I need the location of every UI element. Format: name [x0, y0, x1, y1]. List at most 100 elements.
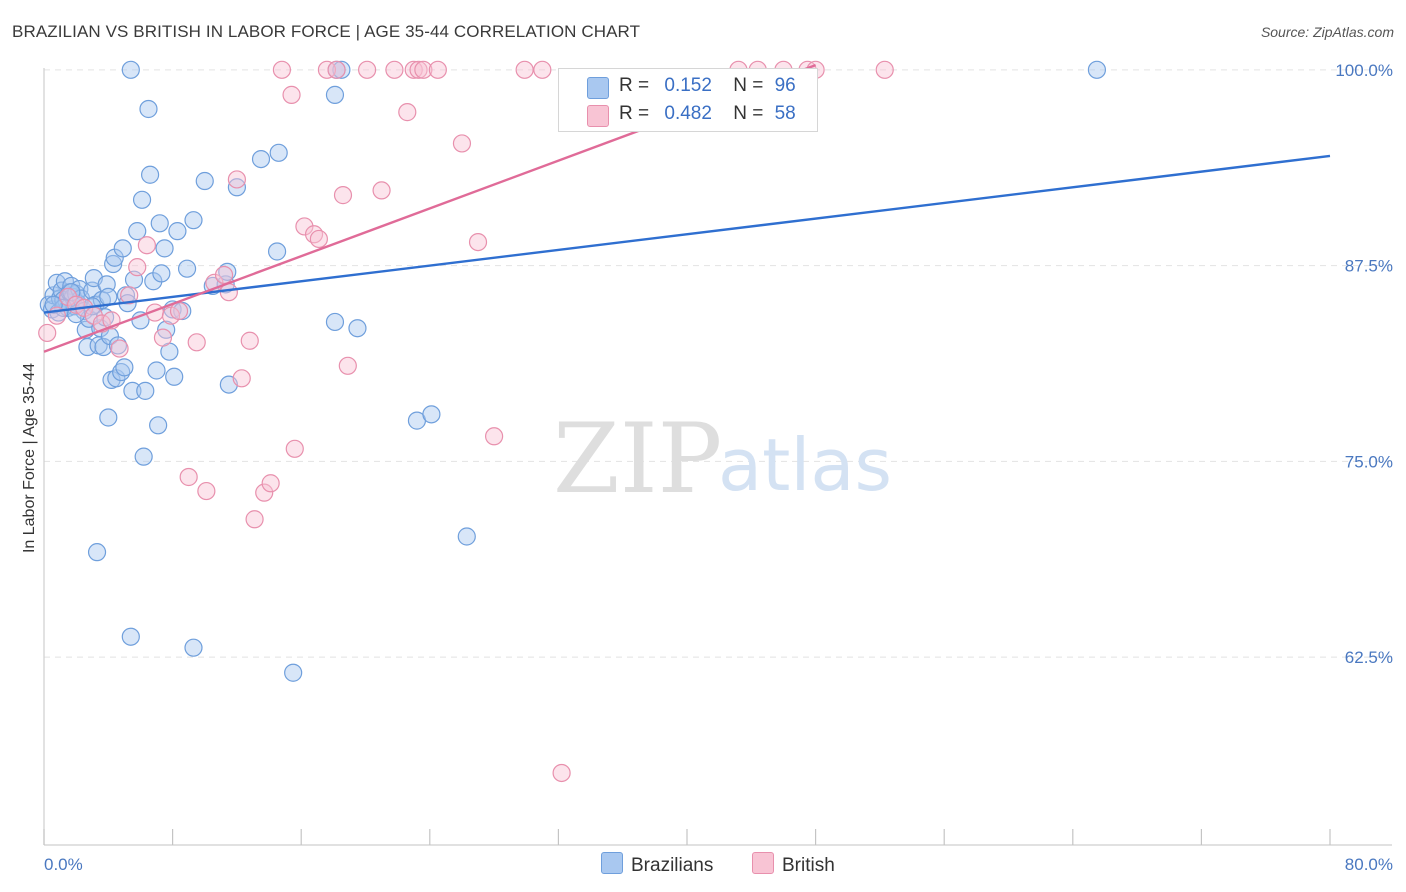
data-point [195, 171, 214, 191]
y-tick-label: 75.0% [1345, 452, 1393, 471]
data-point [132, 190, 152, 209]
watermark: ZIP atlas [553, 403, 892, 515]
axes [43, 68, 1392, 846]
data-point [134, 447, 153, 466]
grid-lines [44, 69, 1392, 658]
data-point [452, 134, 472, 153]
data-point [533, 60, 552, 79]
legend-r-value: 0.482 [664, 103, 712, 124]
data-point [267, 242, 287, 261]
y-tick-label: 62.5% [1345, 648, 1393, 667]
data-point [110, 339, 129, 358]
data-point [227, 178, 246, 197]
legend-swatch-british [587, 105, 609, 127]
data-point [139, 99, 158, 119]
data-point [385, 60, 404, 79]
data-point [245, 510, 264, 529]
data-point [150, 214, 169, 233]
data-point [325, 85, 345, 104]
data-point [184, 211, 203, 230]
data-point [165, 367, 184, 386]
data-point [115, 358, 134, 377]
data-point [255, 483, 274, 502]
data-point [168, 222, 187, 241]
data-point [428, 60, 447, 79]
data-point [99, 408, 118, 427]
data-point [409, 60, 428, 79]
legend-n-value: 58 [774, 103, 796, 124]
data-point [327, 60, 346, 79]
data-point [197, 481, 216, 501]
data-point [177, 259, 197, 278]
y-axis-label: In Labor Force | Age 35-44 [21, 363, 38, 553]
legend-r-value: 0.152 [664, 75, 712, 96]
data-point [317, 60, 337, 79]
data-point [240, 331, 259, 350]
data-point [515, 60, 534, 79]
correlation-legend: R = 0.152 N = 96 R = 0.482 N = 58 [558, 68, 818, 132]
data-point [468, 232, 488, 252]
data-point [309, 229, 328, 249]
data-point [149, 416, 168, 435]
data-point [128, 258, 147, 277]
legend-swatch-brazilians [587, 77, 609, 99]
data-point [155, 239, 174, 258]
data-point [333, 186, 353, 205]
data-point [179, 467, 198, 487]
data-point [269, 143, 288, 162]
data-point [422, 405, 441, 424]
legend-n-label: N = [733, 75, 764, 96]
bottom-legend-brazilians: Brazilians [601, 852, 713, 877]
data-point [121, 627, 140, 646]
data-point [38, 323, 57, 343]
data-point [1087, 60, 1107, 79]
data-point [282, 85, 301, 104]
data-point [147, 361, 166, 380]
data-point [414, 60, 433, 79]
data-point [140, 165, 160, 184]
data-point [108, 336, 128, 355]
data-point [123, 381, 142, 400]
data-point [398, 103, 417, 122]
data-point [552, 763, 571, 783]
watermark-atlas: atlas [718, 423, 892, 507]
data-point [44, 295, 63, 314]
data-point [251, 149, 271, 169]
data-point [152, 264, 171, 283]
data-point [372, 181, 391, 200]
bottom-legend-label: Brazilians [631, 855, 714, 876]
bottom-legend-british: British [752, 852, 835, 877]
y-tick-label: 100.0% [1335, 61, 1393, 80]
data-point [404, 60, 423, 79]
y-tick-label: 87.5% [1345, 257, 1393, 276]
data-point [214, 265, 234, 285]
data-point [875, 60, 894, 79]
bottom-swatch-brazilians [601, 852, 623, 874]
data-point [284, 663, 303, 682]
bottom-swatch-british [752, 852, 774, 874]
data-point [187, 333, 206, 352]
data-point [121, 60, 140, 79]
data-point [104, 254, 123, 274]
data-point [136, 381, 155, 400]
data-point [128, 222, 147, 241]
data-point [457, 527, 476, 546]
x-tick-label: 80.0% [1345, 855, 1393, 874]
legend-n-value: 96 [774, 75, 796, 96]
data-point [272, 60, 292, 79]
source-credit: Source: ZipAtlas.com [1260, 24, 1394, 40]
legend-r-label: R = [619, 75, 650, 96]
data-point [87, 543, 107, 562]
legend-n-label: N = [733, 103, 764, 124]
data-point [113, 239, 132, 258]
data-point [325, 312, 345, 332]
legend-r-label: R = [619, 103, 650, 124]
data-point [137, 236, 156, 255]
data-point [78, 337, 97, 357]
data-point [131, 311, 150, 330]
data-point [338, 356, 357, 375]
data-point [227, 170, 246, 189]
data-point [285, 439, 304, 458]
data-point [120, 286, 139, 305]
